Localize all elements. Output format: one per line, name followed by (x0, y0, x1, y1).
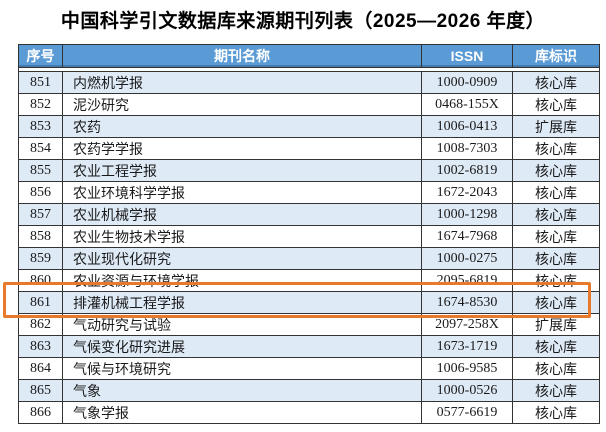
table-body: 851 内燃机学报 1000-0909 核心库 852 泥沙研究 0468-15… (19, 72, 599, 423)
cell-issn: 2095-6819 (422, 270, 513, 291)
cell-issn: 1000-0526 (422, 380, 513, 401)
table-row: 865 气象 1000-0526 核心库 (19, 380, 599, 402)
cell-issn: 1674-7968 (422, 226, 513, 247)
header-body-divider (19, 68, 599, 72)
cell-journal-name: 气象 (63, 380, 422, 401)
page-title: 中国科学引文数据库来源期刊列表（2025—2026 年度） (60, 11, 546, 32)
table-row: 851 内燃机学报 1000-0909 核心库 (19, 72, 599, 94)
cell-seq: 852 (19, 94, 63, 115)
cell-issn: 1674-8530 (422, 292, 513, 313)
table-row: 855 农业工程学报 1002-6819 核心库 (19, 160, 599, 182)
cell-journal-name: 农业机械学报 (63, 204, 422, 225)
cell-journal-name: 内燃机学报 (63, 72, 422, 93)
cell-db-flag: 核心库 (535, 186, 577, 202)
cell-seq: 857 (19, 204, 63, 225)
cell-seq: 864 (19, 358, 63, 379)
cell-journal-name: 农业资源与环境学报 (63, 270, 422, 291)
cell-seq: 863 (19, 336, 63, 357)
cell-issn: 0577-6619 (422, 402, 513, 423)
cell-db-flag: 扩展库 (535, 120, 577, 136)
cell-db-flag: 核心库 (535, 76, 577, 92)
cell-issn: 1008-7303 (422, 138, 513, 159)
cell-journal-name: 泥沙研究 (63, 94, 422, 115)
cell-seq: 865 (19, 380, 63, 401)
cell-seq: 851 (19, 72, 63, 93)
cell-journal-name: 农药 (63, 116, 422, 137)
cell-db-flag: 核心库 (535, 406, 577, 422)
cell-seq: 859 (19, 248, 63, 269)
cell-journal-name: 气候变化研究进展 (63, 336, 422, 357)
table-row: 859 农业现代化研究 1000-0275 核心库 (19, 248, 599, 270)
cell-seq: 853 (19, 116, 63, 137)
cell-journal-name: 农业生物技术学报 (63, 226, 422, 247)
cell-db-flag: 核心库 (535, 98, 577, 114)
table-row: 863 气候变化研究进展 1673-1719 核心库 (19, 336, 599, 358)
cell-db-flag: 核心库 (535, 274, 577, 290)
cell-seq: 858 (19, 226, 63, 247)
cell-journal-name: 农药学学报 (63, 138, 422, 159)
cell-issn: 1000-0909 (422, 72, 513, 93)
cell-issn: 1672-2043 (422, 182, 513, 203)
cell-journal-name: 农业现代化研究 (63, 248, 422, 269)
cell-issn: 1000-1298 (422, 204, 513, 225)
cell-issn: 0468-155X (422, 94, 513, 115)
col-header-journal: 期刊名称 (63, 45, 422, 67)
cell-seq: 855 (19, 160, 63, 181)
col-header-seq: 序号 (19, 45, 63, 67)
table-row: 854 农药学学报 1008-7303 核心库 (19, 138, 599, 160)
cell-seq: 854 (19, 138, 63, 159)
cell-db-flag: 核心库 (535, 230, 577, 246)
cell-issn: 1006-0413 (422, 116, 513, 137)
cell-db-flag: 核心库 (535, 208, 577, 224)
cell-db-flag: 核心库 (535, 296, 577, 312)
cell-journal-name: 农业环境科学学报 (63, 182, 422, 203)
table-row: 857 农业机械学报 1000-1298 核心库 (19, 204, 599, 226)
cell-issn: 1006-9585 (422, 358, 513, 379)
cell-seq: 860 (19, 270, 63, 291)
table-header-row: 序号 期刊名称 ISSN 库标识 (19, 45, 599, 68)
cell-journal-name: 排灌机械工程学报 (63, 292, 422, 313)
cell-issn: 1002-6819 (422, 160, 513, 181)
cell-seq: 856 (19, 182, 63, 203)
cell-issn: 2097-258X (422, 314, 513, 335)
cell-issn: 1673-1719 (422, 336, 513, 357)
cell-seq: 862 (19, 314, 63, 335)
cell-journal-name: 气象学报 (63, 402, 422, 423)
table-row: 861 排灌机械工程学报 1674-8530 核心库 (19, 292, 599, 314)
cell-journal-name: 农业工程学报 (63, 160, 422, 181)
cell-seq: 866 (19, 402, 63, 423)
table-row: 862 气动研究与试验 2097-258X 扩展库 (19, 314, 599, 336)
table-row: 860 农业资源与环境学报 2095-6819 核心库 (19, 270, 599, 292)
cell-db-flag: 核心库 (535, 340, 577, 356)
table-row: 856 农业环境科学学报 1672-2043 核心库 (19, 182, 599, 204)
cell-db-flag: 核心库 (535, 252, 577, 268)
cell-db-flag: 扩展库 (535, 318, 577, 334)
cell-db-flag: 核心库 (535, 142, 577, 158)
col-header-dbflag: 库标识 (535, 48, 577, 64)
cell-seq: 861 (19, 292, 63, 313)
cell-journal-name: 气候与环境研究 (63, 358, 422, 379)
cell-db-flag: 核心库 (535, 362, 577, 378)
table-row: 852 泥沙研究 0468-155X 核心库 (19, 94, 599, 116)
table-row: 858 农业生物技术学报 1674-7968 核心库 (19, 226, 599, 248)
table-row: 866 气象学报 0577-6619 核心库 (19, 402, 599, 423)
table-row: 853 农药 1006-0413 扩展库 (19, 116, 599, 138)
cell-db-flag: 核心库 (535, 164, 577, 180)
journal-table: 序号 期刊名称 ISSN 库标识 851 内燃机学报 1000-0909 核心库… (18, 44, 600, 424)
table-row: 864 气候与环境研究 1006-9585 核心库 (19, 358, 599, 380)
col-header-issn: ISSN (422, 45, 513, 67)
cell-db-flag: 核心库 (535, 384, 577, 400)
cell-issn: 1000-0275 (422, 248, 513, 269)
cell-journal-name: 气动研究与试验 (63, 314, 422, 335)
